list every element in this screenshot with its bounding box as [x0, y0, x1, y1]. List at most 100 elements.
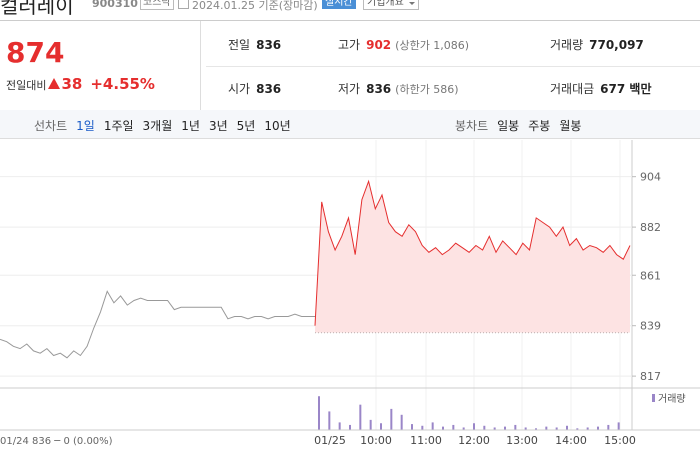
volume-bar [576, 428, 579, 430]
volume-bar [380, 423, 382, 430]
volume-bar [535, 428, 537, 430]
volume-bar [328, 411, 331, 430]
price: 874 [6, 36, 65, 69]
volume-bar [504, 426, 506, 430]
x-tick-label: 14:00 [555, 434, 587, 447]
volume-bar [338, 422, 341, 430]
tab-bar [0, 110, 700, 139]
volume-bar [473, 423, 475, 430]
stock-code: 900310 [92, 0, 138, 10]
volume-bar [318, 396, 320, 430]
tab[interactable]: 월봉 [559, 119, 582, 133]
tab[interactable]: 10년 [264, 119, 291, 133]
stat-value: 770,097 [589, 38, 644, 52]
stat-label: 고가 [338, 38, 361, 52]
icon [178, 0, 189, 9]
volume-bar [493, 427, 496, 430]
volume-bar [555, 427, 558, 430]
up-arrow [48, 78, 61, 89]
price-line [0, 290, 315, 359]
line-tabs: 선차트 1일 1주일 3개월 1년 3년 5년 10년 [34, 117, 300, 134]
volume-bar [566, 425, 568, 430]
divider [200, 21, 201, 110]
y-tick-label: 882 [640, 221, 661, 234]
y-tick-label: 817 [640, 370, 661, 383]
price-line [314, 179, 631, 326]
x-tick-label: 10:00 [360, 434, 392, 447]
volume-bar [400, 414, 403, 430]
company-button[interactable]: 기업개요 [363, 0, 419, 10]
stat-value: 677 백만 [600, 82, 652, 96]
divider [206, 66, 700, 67]
legend-label: 거래량 [658, 393, 686, 405]
stat-label: 저가 [338, 82, 361, 96]
tab[interactable]: 일봉 [497, 119, 520, 133]
stat: 전일 836 [228, 36, 281, 53]
stat-value: 836 [256, 82, 282, 96]
x-tick-label: 15:00 [604, 434, 636, 447]
volume-bar [452, 424, 455, 430]
change-row: 전일대비 38 +4.55% [6, 75, 155, 93]
company-label: 기업개요 [367, 0, 404, 8]
stat: 거래량 770,097 [550, 36, 644, 53]
stat-note: (하한가 586) [395, 83, 459, 96]
stat-note: (상한가 1,086) [395, 39, 470, 52]
volume-bar [483, 425, 486, 430]
legend-swatch [652, 394, 655, 402]
area [315, 181, 630, 333]
tab-label: 봉차트 [455, 119, 489, 133]
dropdown-arrow [408, 2, 415, 8]
tab[interactable]: 1년 [181, 119, 200, 133]
change-rate: +4.55% [90, 75, 155, 93]
stat-value: 836 [366, 82, 392, 96]
x-tick-label: 13:00 [506, 434, 538, 447]
stat: 거래대금 677 백만 [550, 80, 651, 97]
volume-bar [421, 425, 424, 430]
stock-name: 컬러레이 [0, 0, 74, 18]
tab[interactable]: 3개월 [142, 119, 173, 133]
stat-value: 836 [256, 38, 282, 52]
volume-bar [369, 419, 372, 430]
y-tick-label: 861 [640, 269, 661, 282]
stat-value: 902 [366, 38, 392, 52]
volume-bar [524, 427, 527, 430]
change-label: 전일대비 [6, 79, 47, 92]
tab[interactable]: 3년 [208, 119, 228, 133]
stat: 저가 836 (하한가 586) [338, 80, 459, 97]
volume-bar [411, 424, 413, 430]
volume-bar [607, 424, 610, 430]
volume-bar [597, 426, 599, 430]
x-tick-label: 11:00 [410, 434, 442, 447]
volume-bar [442, 426, 444, 430]
tab-label: 선차트 [34, 119, 68, 133]
date: 2024.01.25 기준(장마감) [192, 0, 318, 12]
volume-bar [390, 408, 393, 430]
stat-label: 거래량 [550, 38, 584, 52]
stat: 고가 902 (상한가 1,086) [338, 36, 469, 53]
x-tick-label: 01/25 [314, 434, 346, 447]
stat-label: 시가 [228, 82, 251, 96]
realtime-badge[interactable]: 실시간 [322, 0, 356, 9]
volume-bar [349, 424, 351, 430]
tab[interactable]: 5년 [236, 119, 256, 133]
prev-day-label: 01/24 836 ─ 0 (0.00%) [0, 436, 113, 447]
volume-bar [617, 422, 620, 430]
chart: 904 882 861 839 817 거래량 01/25 10:00 11:00 12:00 13… [0, 140, 700, 447]
tab[interactable]: 1주일 [103, 119, 134, 133]
stat: 시가 836 [228, 80, 281, 97]
candle-tabs: 봉차트 일봉 주봉 월봉 [455, 117, 590, 134]
volume-bar [359, 404, 362, 430]
x-tick-label: 12:00 [458, 434, 490, 447]
tab[interactable]: 주봉 [528, 119, 551, 133]
change: 38 [61, 75, 83, 93]
y-tick-label: 839 [640, 320, 661, 333]
market-badge: 코스닥 [140, 0, 174, 10]
volume-bar [514, 424, 517, 430]
stat-label: 거래대금 [550, 82, 595, 96]
y-tick-label: 904 [640, 171, 661, 184]
volume-bar [431, 422, 434, 430]
tab[interactable]: 1일 [76, 119, 95, 133]
volume-bar [586, 427, 589, 430]
volume-bar [545, 426, 548, 430]
